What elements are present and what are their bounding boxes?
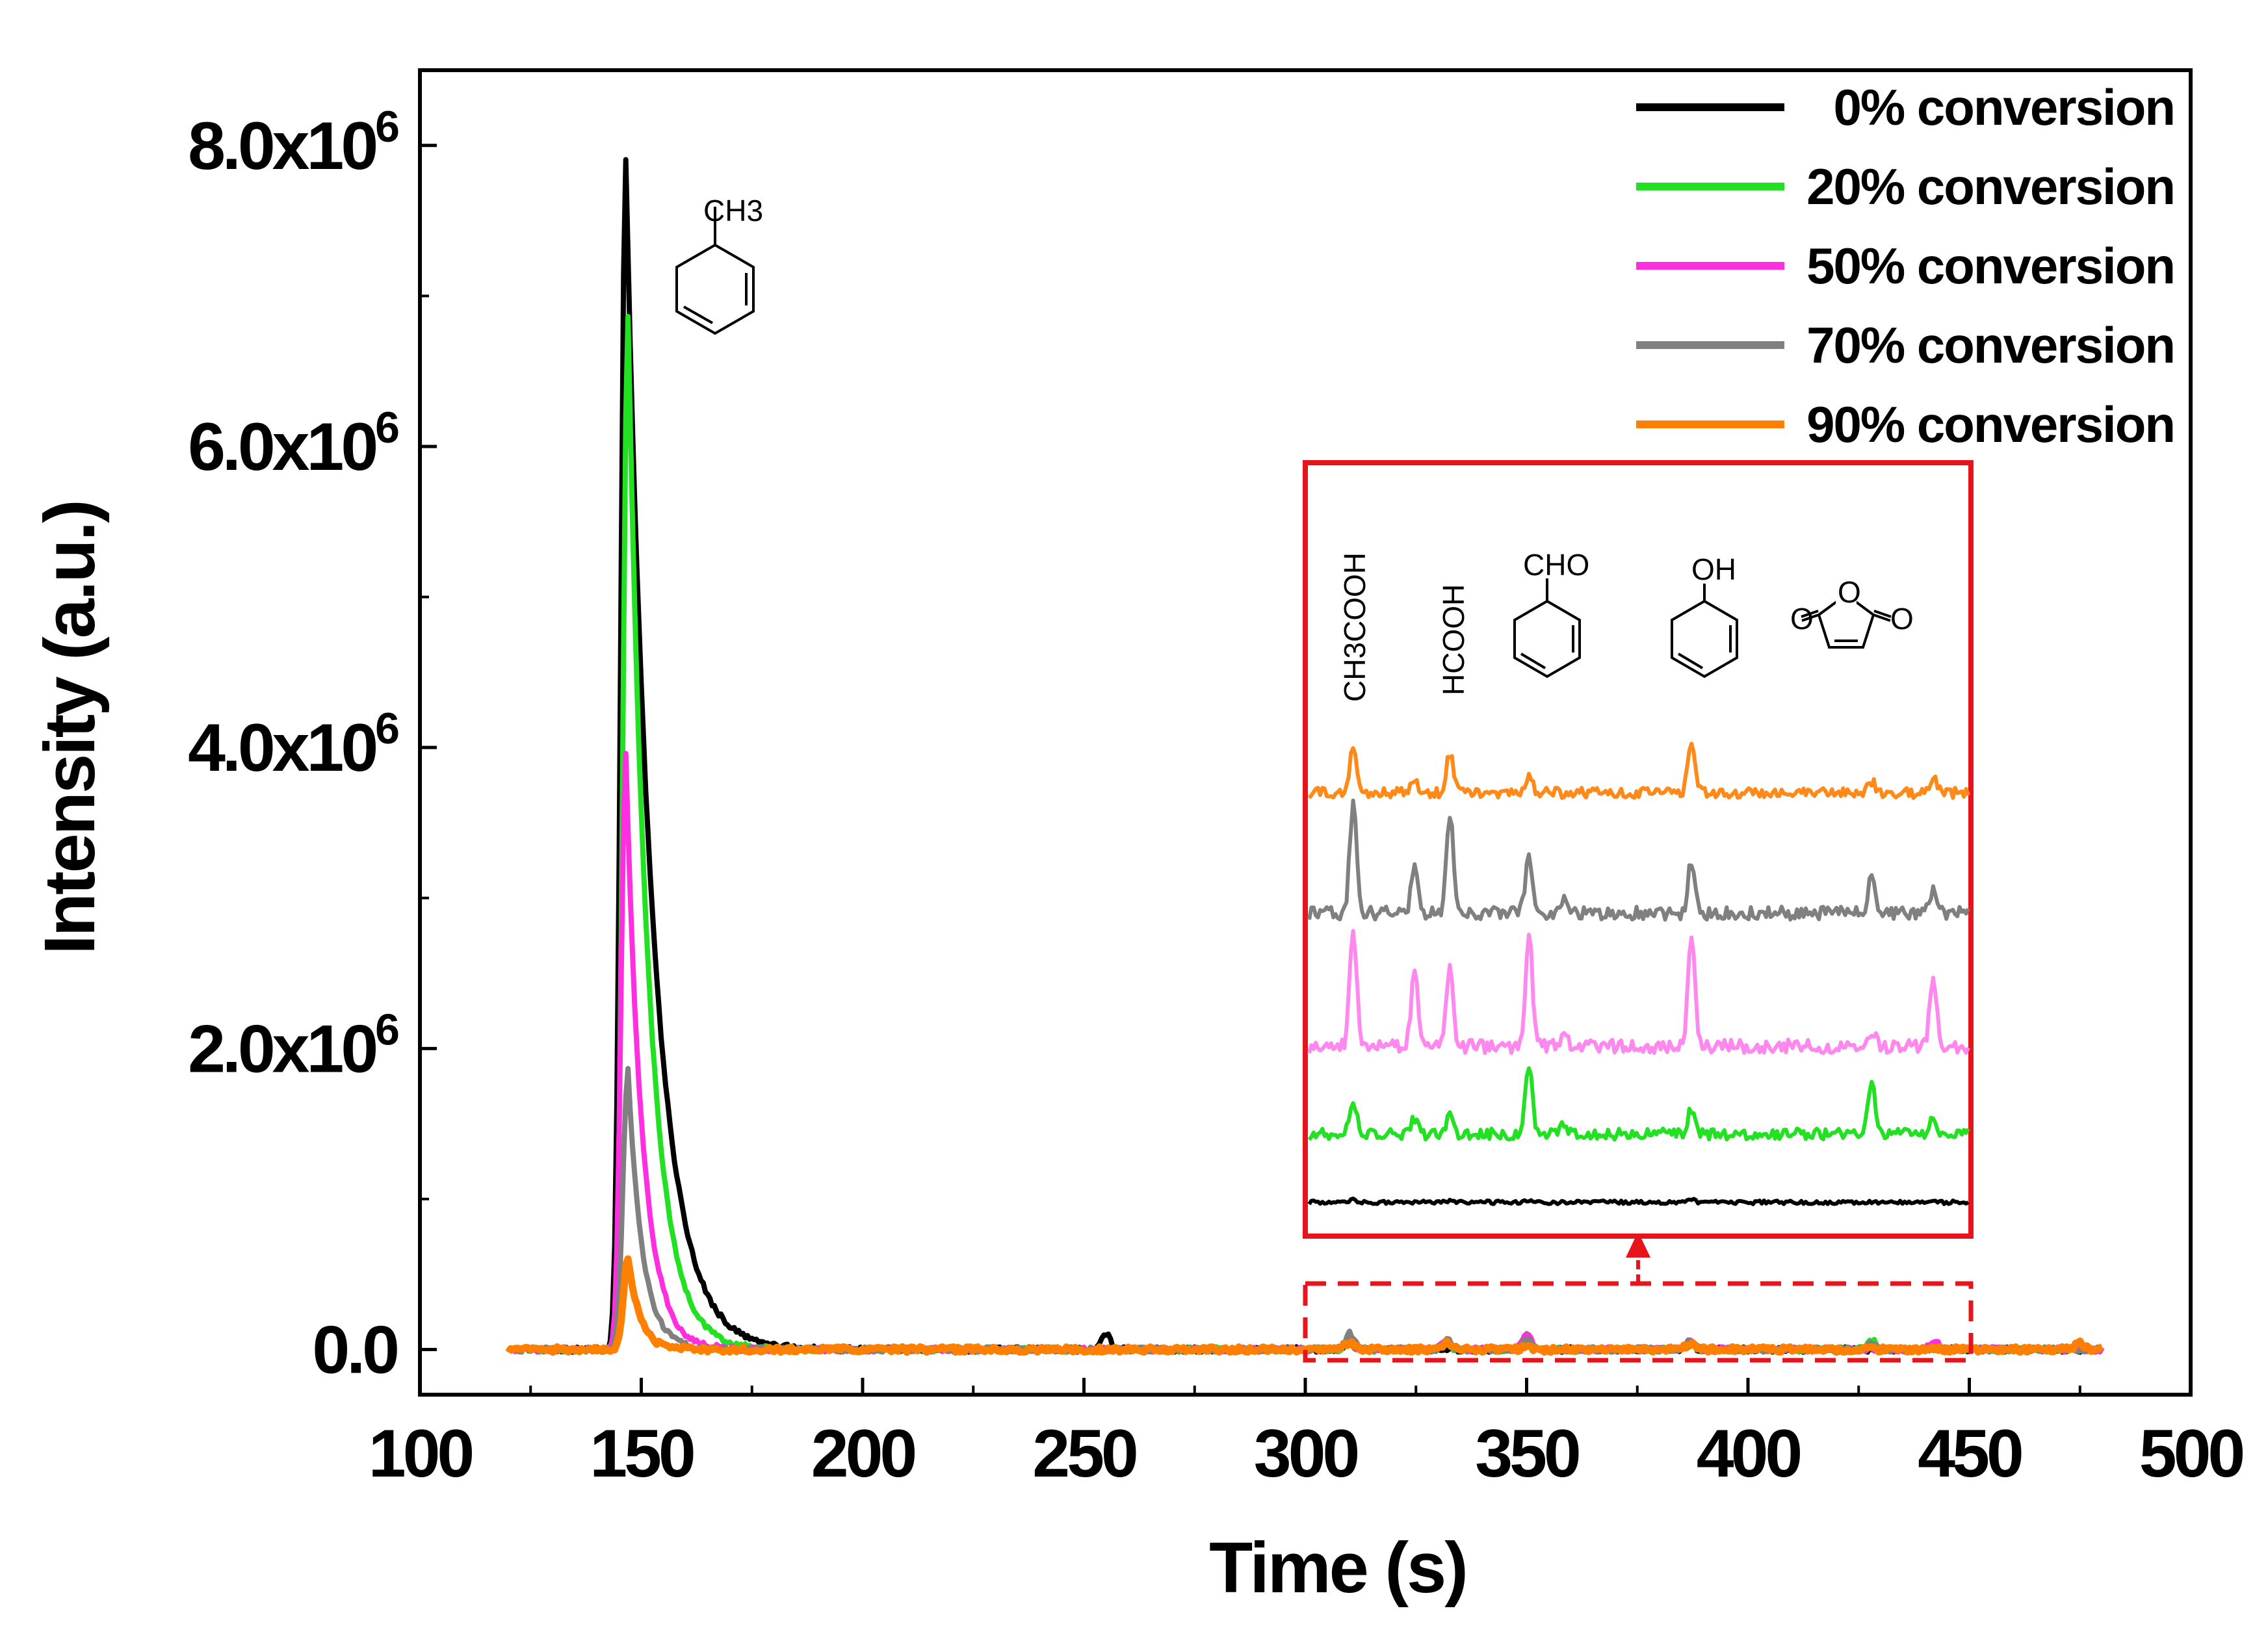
legend-label: 50% conversion <box>1806 237 2174 294</box>
x-tick-label: 450 <box>1918 1416 2022 1492</box>
inset-frame <box>1303 460 1974 1239</box>
acetic-acid-label: CH3COOH <box>1338 552 1372 702</box>
inset-series-line-50-conversion <box>1307 929 1970 1055</box>
maleic-anhydride-structure: O O O <box>1790 575 1914 649</box>
inset-series-line-20-conversion <box>1307 1066 1970 1142</box>
x-tick-label: 100 <box>369 1416 473 1492</box>
legend-label: 70% conversion <box>1806 317 2174 374</box>
x-tick-label: 200 <box>811 1416 915 1492</box>
toluene-structure: CH3 <box>675 194 763 335</box>
y-tick-labels: 0.0 2.0x106 4.0x106 6.0x106 8.0x106 <box>188 102 402 1388</box>
y-tick-label: 8.0x106 <box>188 102 398 184</box>
x-axis-title: Time (s) <box>1209 1528 1466 1608</box>
y-tick-label: 2.0x106 <box>188 1005 398 1087</box>
x-tick-label: 400 <box>1697 1416 1801 1492</box>
inset-series-line-0-conversion <box>1307 1196 1970 1206</box>
x-tick-label: 150 <box>590 1416 694 1492</box>
inset-series-line-70-conversion <box>1307 798 1970 922</box>
inset-arrow <box>1626 1232 1650 1284</box>
x-tick-label: 500 <box>2139 1416 2243 1492</box>
svg-text:CH3COOH: CH3COOH <box>1338 552 1372 702</box>
y-tick-label: 0.0 <box>312 1313 397 1388</box>
legend-label: 0% conversion <box>1833 79 2174 136</box>
inset-series-group <box>1307 742 1970 1206</box>
svg-text:O: O <box>1790 602 1814 636</box>
toluene-methyl-label: CH3 <box>703 194 763 227</box>
inset-series-line-90-conversion <box>1307 742 1970 800</box>
svg-text:OH: OH <box>1691 552 1736 586</box>
y-tick-label: 4.0x106 <box>188 704 398 786</box>
svg-text:HCOOH: HCOOH <box>1437 584 1470 695</box>
x-tick-label: 250 <box>1032 1416 1136 1492</box>
phenol-structure: OH <box>1671 552 1738 678</box>
toluene-ring <box>675 243 755 335</box>
legend-label: 90% conversion <box>1806 396 2174 453</box>
y-axis-title: Intensity (a.u.) <box>30 501 110 955</box>
x-tick-label: 350 <box>1475 1416 1579 1492</box>
formic-acid-label: HCOOH <box>1437 584 1470 695</box>
benzaldehyde-structure: CHO <box>1513 548 1589 678</box>
y-tick-label: 6.0x106 <box>188 403 398 485</box>
legend-label: 20% conversion <box>1806 158 2174 215</box>
svg-text:O: O <box>1838 575 1861 609</box>
x-tick-labels: 100 150 200 250 300 350 400 450 500 <box>369 1416 2247 1492</box>
svg-text:O: O <box>1890 602 1914 636</box>
legend: 0% conversion 20% conversion 50% conversio… <box>1636 79 2176 453</box>
svg-text:CHO: CHO <box>1523 548 1589 582</box>
axis-ticks <box>418 144 2193 1395</box>
x-tick-label: 300 <box>1254 1416 1358 1492</box>
